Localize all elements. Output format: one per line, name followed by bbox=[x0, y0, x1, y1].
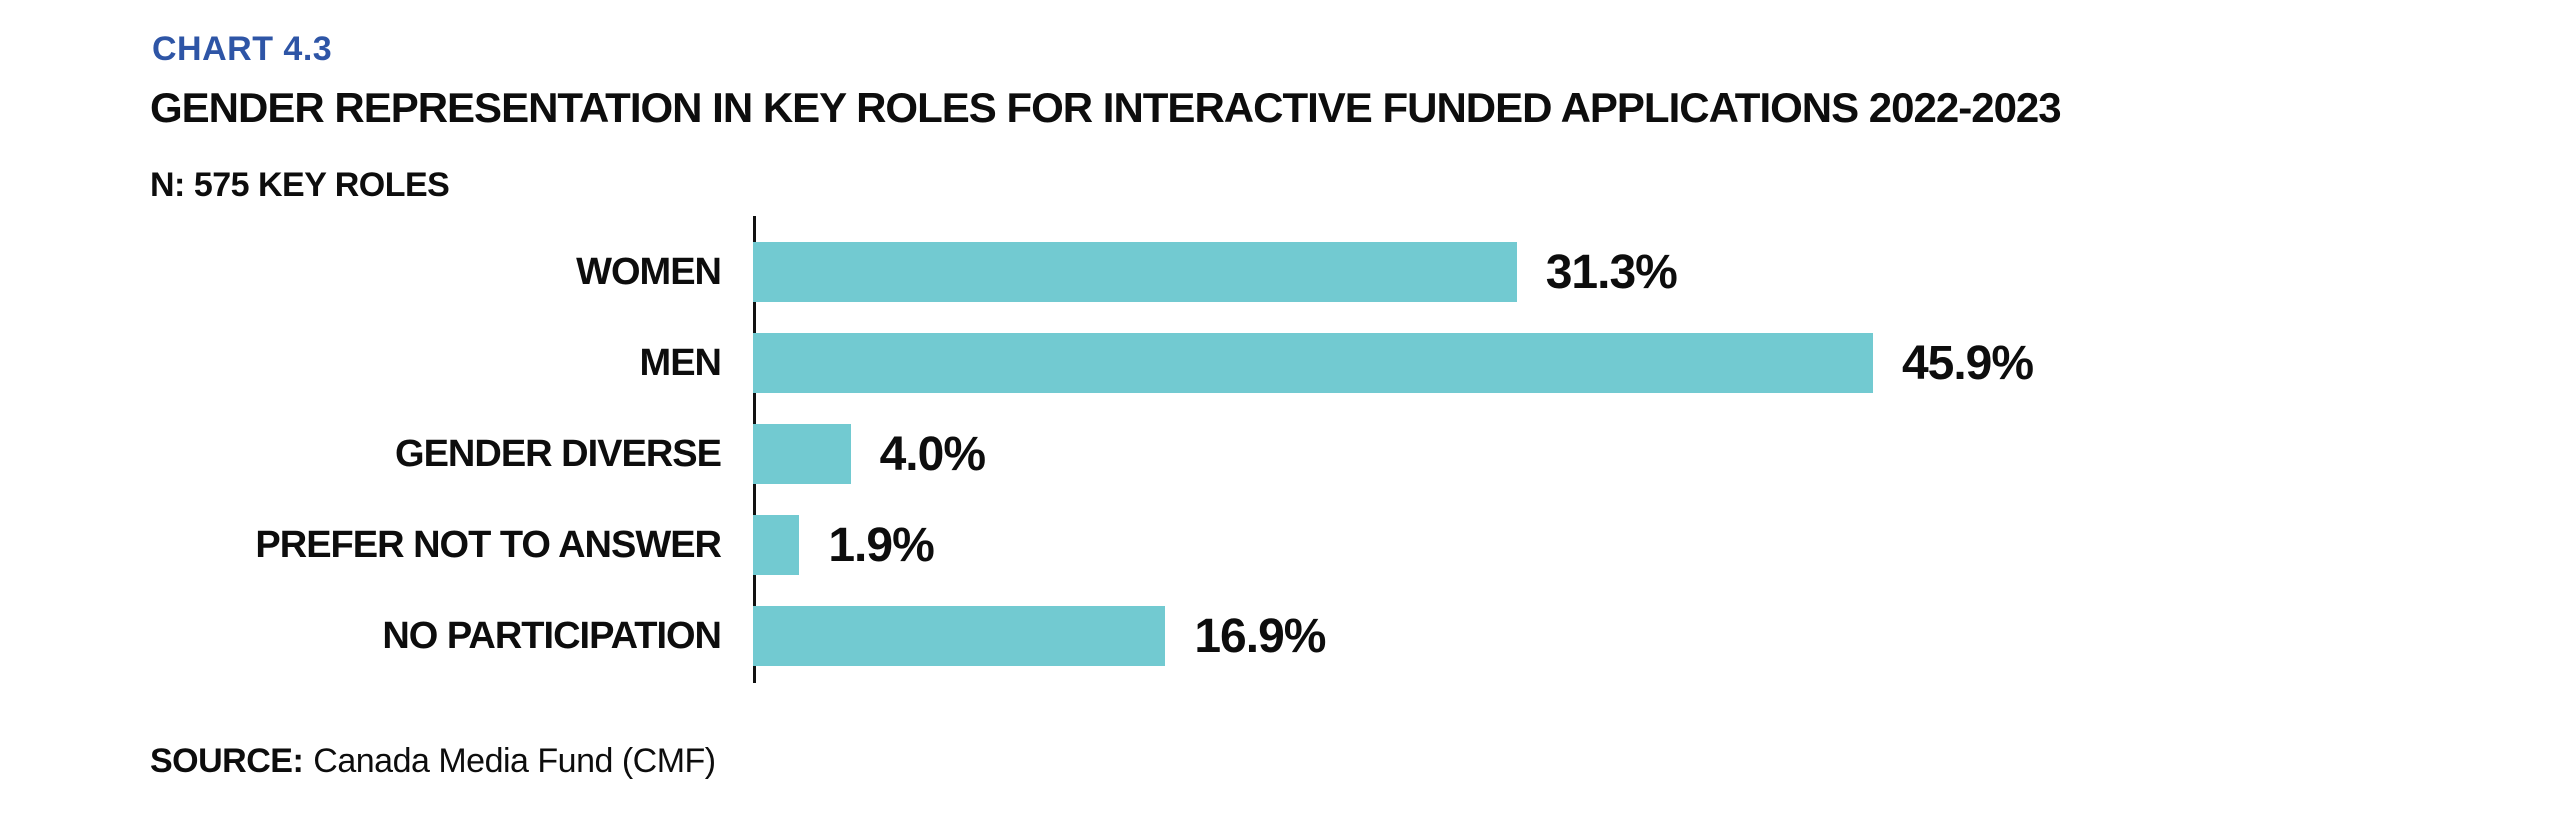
bar-prefer-not-to-answer bbox=[753, 515, 800, 575]
chart-row-women: WOMEN 31.3% bbox=[150, 242, 1973, 302]
source-label: SOURCE: bbox=[150, 742, 304, 780]
chart-row-gender-diverse: GENDER DIVERSE 4.0% bbox=[150, 424, 1973, 484]
chart-row-no-participation: NO PARTICIPATION 16.9% bbox=[150, 606, 1973, 666]
category-label: WOMEN bbox=[576, 250, 722, 293]
value-label: 1.9% bbox=[828, 518, 934, 572]
bar-gender-diverse bbox=[753, 424, 851, 484]
source-text: Canada Media Fund (CMF) bbox=[313, 742, 716, 780]
category-label: NO PARTICIPATION bbox=[382, 614, 722, 657]
category-label: PREFER NOT TO ANSWER bbox=[255, 523, 722, 566]
chart-number-label: CHART 4.3 bbox=[152, 30, 333, 68]
value-label: 31.3% bbox=[1545, 245, 1678, 299]
source-line: SOURCE: Canada Media Fund (CMF) bbox=[150, 742, 716, 781]
bar-track: 1.9% bbox=[753, 515, 1973, 575]
value-label: 45.9% bbox=[1901, 336, 2034, 390]
category-label: GENDER DIVERSE bbox=[395, 432, 722, 475]
bar-track: 4.0% bbox=[753, 424, 1973, 484]
bar-no-participation bbox=[753, 606, 1166, 666]
category-label: MEN bbox=[639, 341, 722, 384]
bar-track: 31.3% bbox=[753, 242, 1973, 302]
chart-row-prefer-not-to-answer: PREFER NOT TO ANSWER 1.9% bbox=[150, 515, 1973, 575]
bar-women bbox=[753, 242, 1517, 302]
value-label: 16.9% bbox=[1194, 609, 1326, 663]
chart-row-men: MEN 45.9% bbox=[150, 333, 2034, 393]
bar-men bbox=[753, 333, 1873, 393]
bar-track: 45.9% bbox=[753, 333, 2034, 393]
page-title: GENDER REPRESENTATION IN KEY ROLES FOR I… bbox=[150, 84, 2062, 131]
bar-track: 16.9% bbox=[753, 606, 1973, 666]
bar-chart: WOMEN 31.3% MEN 45.9% GENDER DIVERSE 4.0… bbox=[150, 242, 2034, 697]
sample-size-label: N: 575 KEY ROLES bbox=[150, 166, 450, 204]
value-label: 4.0% bbox=[879, 427, 986, 481]
